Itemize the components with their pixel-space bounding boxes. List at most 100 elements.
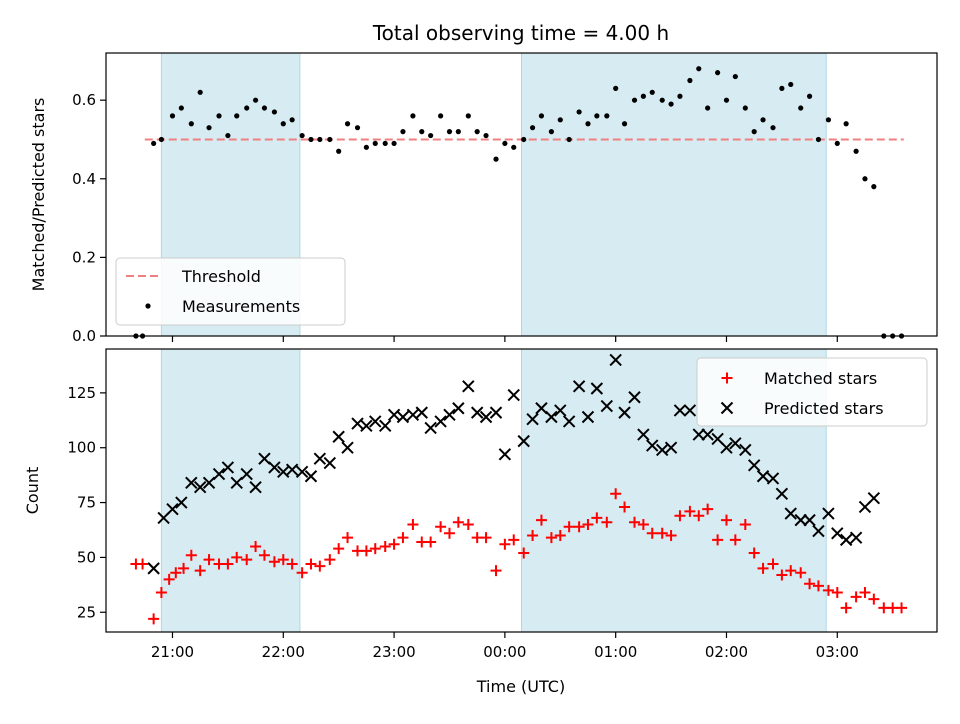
y-tick-label: 25 bbox=[77, 603, 96, 621]
measurement-point bbox=[843, 121, 849, 127]
predicted-star-point bbox=[443, 408, 456, 422]
ratio-legend: Threshold Measurements bbox=[115, 257, 346, 326]
measurement-point bbox=[336, 148, 342, 154]
matched-star-point bbox=[563, 521, 575, 533]
predicted-star-point bbox=[554, 404, 567, 417]
matched-star-point bbox=[729, 534, 741, 546]
predicted-star-point bbox=[784, 507, 797, 520]
measurement-point bbox=[715, 70, 721, 76]
matched-star-point bbox=[795, 567, 807, 579]
predicted-star-point bbox=[277, 465, 290, 479]
measurement-point bbox=[289, 117, 295, 123]
predicted-star-point bbox=[646, 439, 659, 452]
predicted-star-point bbox=[618, 406, 631, 419]
predicted-star-point bbox=[756, 470, 770, 483]
measurement-point bbox=[363, 144, 369, 150]
legend-measurements-swatch bbox=[145, 303, 151, 309]
count-axes-frame bbox=[105, 348, 938, 633]
matched-star-point bbox=[591, 512, 603, 524]
measurement-point bbox=[834, 140, 840, 147]
shaded-interval-2 bbox=[521, 52, 827, 337]
predicted-star-point bbox=[387, 408, 401, 422]
predicted-star-point bbox=[332, 430, 345, 443]
matched-star-point bbox=[684, 505, 696, 517]
matched-star-point bbox=[194, 565, 206, 577]
matched-star-point bbox=[258, 549, 270, 561]
predicted-star-point bbox=[812, 524, 825, 538]
predicted-star-point bbox=[313, 452, 327, 465]
matched-star-point bbox=[148, 613, 160, 625]
predicted-star-point bbox=[268, 461, 281, 474]
predicted-star-point bbox=[147, 562, 160, 575]
predicted-star-point bbox=[202, 476, 216, 490]
ratio-y-label: Matched/Predicted stars bbox=[29, 98, 48, 292]
matched-star-point bbox=[296, 567, 308, 579]
predicted-star-point bbox=[562, 415, 576, 428]
predicted-star-point bbox=[581, 410, 595, 424]
predicted-star-point bbox=[656, 443, 669, 457]
predicted-star-point bbox=[600, 399, 614, 413]
y-tick-label: 0.4 bbox=[72, 170, 96, 188]
measurement-point bbox=[723, 97, 730, 103]
y-tick-label: 75 bbox=[77, 494, 96, 512]
x-tick-label: 03:00 bbox=[816, 643, 859, 661]
matched-star-point bbox=[499, 538, 511, 550]
measurement-point bbox=[853, 148, 859, 154]
matched-star-point bbox=[342, 532, 354, 544]
predicted-star-point bbox=[323, 456, 337, 470]
predicted-star-point bbox=[470, 406, 484, 419]
measurement-point bbox=[631, 97, 638, 103]
matched-star-point bbox=[163, 573, 175, 585]
x-tick-label: 01:00 bbox=[594, 643, 637, 661]
predicted-star-point bbox=[498, 448, 512, 461]
measurement-point bbox=[621, 121, 628, 127]
matched-star-point bbox=[545, 532, 557, 544]
measurement-point bbox=[659, 97, 665, 103]
matched-star-point bbox=[840, 602, 852, 614]
matched-star-point bbox=[137, 558, 149, 570]
measurement-point bbox=[446, 129, 453, 135]
x-tick-label: 22:00 bbox=[262, 643, 305, 661]
legend-threshold-label: Threshold bbox=[181, 267, 261, 286]
matched-star-point bbox=[535, 514, 547, 526]
measurement-point bbox=[770, 125, 776, 131]
measurement-point bbox=[798, 105, 804, 111]
predicted-star-point bbox=[166, 502, 179, 516]
predicted-star-point bbox=[396, 410, 410, 424]
observing-window-shading bbox=[160, 348, 827, 633]
predicted-star-point bbox=[406, 408, 420, 422]
x-tick-label: 02:00 bbox=[705, 643, 748, 661]
matched-star-point bbox=[527, 529, 539, 541]
measurement-point bbox=[732, 73, 738, 80]
predicted-star-point bbox=[415, 406, 428, 419]
measurement-point bbox=[585, 121, 591, 127]
matched-star-point bbox=[508, 534, 520, 546]
measurement-point bbox=[216, 113, 222, 119]
predicted-star-point bbox=[545, 410, 558, 424]
predicted-star-point bbox=[628, 391, 641, 404]
x-axis-label: Time (UTC) bbox=[476, 677, 565, 696]
predicted-star-point bbox=[434, 415, 447, 428]
measurement-point bbox=[825, 117, 832, 123]
measurement-point bbox=[613, 85, 619, 91]
ratio-y-ticks: 0.0 0.2 0.4 0.6 bbox=[72, 91, 106, 345]
matched-star-point bbox=[277, 554, 289, 566]
matched-star-point bbox=[360, 545, 372, 557]
predicted-star-point bbox=[249, 481, 262, 494]
matched-star-point bbox=[629, 516, 641, 528]
matched-star-point bbox=[850, 591, 862, 603]
predicted-star-point bbox=[258, 452, 271, 465]
measurement-point bbox=[779, 85, 785, 91]
matched-star-point bbox=[637, 519, 649, 531]
predicted-star-point bbox=[590, 382, 604, 395]
predicted-star-point bbox=[452, 402, 465, 415]
measurement-point bbox=[806, 93, 813, 99]
predicted-star-point bbox=[295, 465, 309, 479]
predicted-star-point bbox=[341, 441, 354, 454]
predicted-star-point bbox=[369, 415, 382, 428]
predicted-star-point bbox=[720, 441, 733, 454]
matched-star-point bbox=[812, 580, 824, 592]
measurement-point bbox=[438, 113, 444, 119]
measurement-point bbox=[649, 89, 655, 95]
matched-star-point bbox=[896, 602, 908, 614]
